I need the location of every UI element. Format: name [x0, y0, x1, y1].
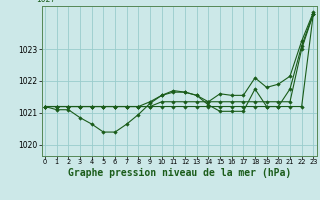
- Text: 1027: 1027: [36, 0, 55, 4]
- X-axis label: Graphe pression niveau de la mer (hPa): Graphe pression niveau de la mer (hPa): [68, 168, 291, 178]
